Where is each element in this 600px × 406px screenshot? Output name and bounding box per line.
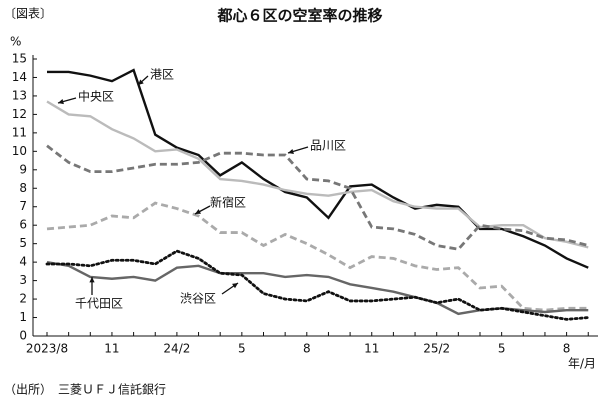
x-tick-label: 11 [104,342,119,356]
y-tick-label: 2 [19,292,27,306]
x-tick-label: 8 [303,342,311,356]
series-label: 新宿区 [210,195,246,210]
y-tick-label: 1 [19,310,27,324]
x-tick-label: 2023/8 [26,342,68,356]
label-bg [148,66,178,84]
y-tick-label: 3 [19,273,27,287]
series-line [46,201,589,312]
y-tick-label: 13 [12,88,27,102]
label-bg [73,295,129,313]
y-tick-label: 8 [19,181,27,195]
series-label: 中央区 [78,89,114,104]
arrow-head [138,79,144,85]
y-tick-label: 4 [19,255,27,269]
label-bg [308,137,351,155]
arrow-head [232,283,238,289]
y-tick-label: 15 [12,52,27,66]
x-tick-label: 24/2 [163,342,190,356]
y-tick-label: 6 [19,218,27,232]
figure-tag: 〔図表〕 [4,7,52,21]
x-tick-label: 11 [364,342,379,356]
label-bg [208,194,251,212]
arrow-head [89,277,95,283]
arrow-head [195,209,201,214]
x-tick-label: 25/2 [423,342,450,356]
source: （出所） 三菱ＵＦＪ信託銀行 [4,382,166,397]
series-label: 渋谷区 [180,292,216,306]
y-tick-label: 9 [19,162,27,176]
y-tick-label: 10 [12,144,27,158]
arrow-head [288,148,294,154]
y-tick-label: 11 [12,125,27,139]
chart-title: 都心６区の空室率の推移 [216,7,382,25]
y-tick-label: 5 [19,236,27,250]
x-tick-label: 8 [563,342,571,356]
label-bg [178,290,221,308]
arrow-head [58,99,64,105]
x-tick-label: 5 [498,342,506,356]
series-label: 千代田区 [75,297,123,311]
y-tick-label: 7 [19,199,27,213]
series-label: 品川区 [310,139,346,153]
series-line [46,100,589,249]
series-label: 港区 [150,68,174,82]
label-bg [76,88,119,106]
x-unit: 年/月 [568,357,596,371]
y-tick-label: 0 [19,329,27,343]
series-line [45,249,590,321]
y-tick-label: 14 [12,70,27,84]
y-tick-label: 12 [12,107,27,121]
y-unit: % [10,35,21,49]
series-line [46,144,589,251]
x-tick-label: 5 [238,342,246,356]
